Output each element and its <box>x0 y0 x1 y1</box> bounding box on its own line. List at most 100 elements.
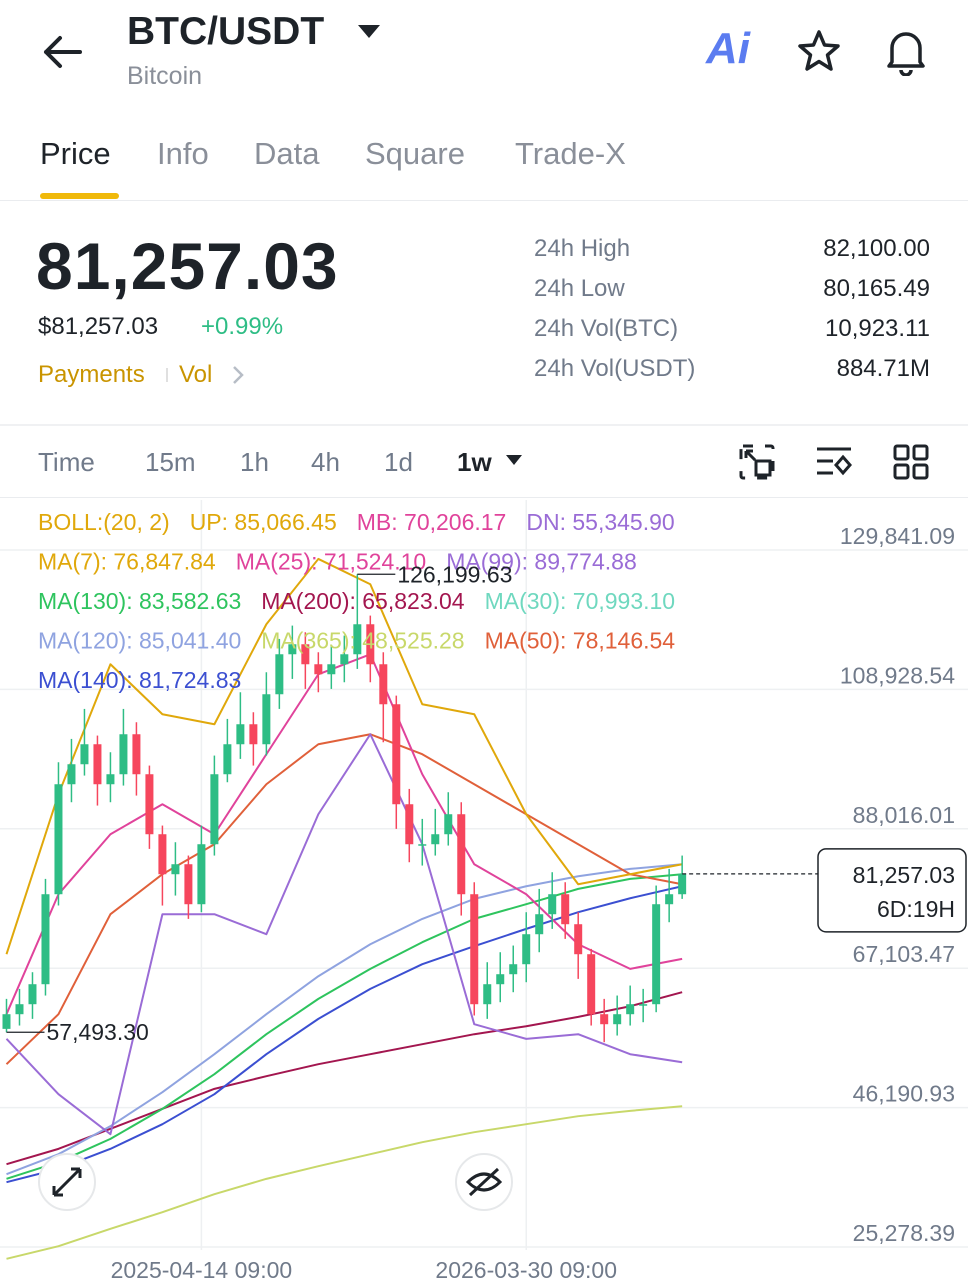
timeframe[interactable]: 1d <box>384 447 413 477</box>
indicator-label: MA(120): 85,041.40 <box>38 628 241 654</box>
indicator-line <box>6 873 683 1180</box>
candle-body <box>561 894 570 925</box>
indicator-label: MA(25): 71,524.10 <box>236 549 427 575</box>
candle-body <box>236 724 245 745</box>
indicator-label: MA(7): 76,847.84 <box>38 549 216 575</box>
tab[interactable]: Trade-X <box>515 136 626 171</box>
separator <box>166 368 168 382</box>
indicator-line <box>5 733 683 1136</box>
chevron <box>233 366 244 384</box>
tab[interactable]: Square <box>365 136 465 171</box>
chart: 129,841.09 108,928.54 88,016.01 67,103.47 46… <box>0 500 968 1280</box>
stat-value: 82,100.00 <box>823 235 930 262</box>
tab[interactable]: Info <box>157 136 209 171</box>
back-button[interactable] <box>38 28 86 76</box>
indicator-button[interactable] <box>814 443 854 481</box>
candle-body <box>457 814 466 895</box>
stat-value: 10,923.11 <box>825 315 930 342</box>
tab[interactable]: Data <box>254 136 320 171</box>
candle-body <box>223 744 232 775</box>
timeframe[interactable]: Time <box>38 447 95 477</box>
stat-value: 80,165.49 <box>823 275 930 302</box>
payments-link[interactable]: Payments <box>38 361 145 388</box>
stat-label: 24h High <box>534 235 631 262</box>
candle-body <box>184 864 193 905</box>
candle-body <box>314 664 323 675</box>
candle-body <box>496 974 505 985</box>
candle-body <box>54 784 63 895</box>
timeframe-dropdown[interactable] <box>504 452 524 468</box>
y-tick-label: 108,928.54 <box>840 662 955 688</box>
divider <box>0 497 968 498</box>
candle-body <box>249 724 258 745</box>
candle-body <box>262 694 271 745</box>
candle-body <box>67 764 76 785</box>
candle-body <box>158 834 167 875</box>
tab[interactable]: Price <box>40 136 111 171</box>
candle-body <box>600 1014 609 1025</box>
favorite-button[interactable] <box>795 28 843 76</box>
indicator-label: BOLL:(20, 2) <box>38 509 170 535</box>
candle-body <box>444 814 453 835</box>
indicator-line <box>6 885 683 1184</box>
candle-body <box>574 924 583 955</box>
candle-body <box>509 964 518 975</box>
price-change: +0.99% <box>201 313 284 340</box>
y-tick-label: 25,278.39 <box>853 1220 955 1246</box>
annotation-label: 126,199.63 <box>397 561 512 587</box>
pair-title[interactable]: BTC/USDT <box>127 10 325 53</box>
annotation-label: 57,493.30 <box>46 1019 148 1045</box>
alert-button[interactable] <box>882 26 930 76</box>
ai-button[interactable]: Ai <box>706 24 750 73</box>
hide-button[interactable] <box>455 1153 513 1211</box>
candle-body <box>470 894 479 1005</box>
candle-body <box>652 904 661 1005</box>
price-tag-label: 81,257.03 <box>853 862 955 888</box>
tab-indicator <box>40 193 119 199</box>
expand-button[interactable] <box>38 1153 96 1211</box>
x-tick-label: 2025-04-14 09:00 <box>111 1257 293 1280</box>
candle-body <box>145 774 154 835</box>
candle-body <box>2 1014 11 1029</box>
pair-subtitle: Bitcoin <box>127 62 203 90</box>
candle-body <box>587 954 596 1015</box>
candle-body <box>275 654 284 695</box>
stat-label: 24h Vol(BTC) <box>534 315 679 342</box>
layout-button[interactable] <box>892 443 930 481</box>
fullscreen-button[interactable] <box>738 443 776 481</box>
y-tick-label: 46,190.93 <box>853 1081 955 1107</box>
candle-body <box>301 644 310 665</box>
candle-body <box>548 894 557 915</box>
divider <box>0 424 968 426</box>
candle-body <box>171 864 180 875</box>
candle-body <box>288 644 297 655</box>
candle-body <box>522 934 531 965</box>
indicator-label: DN: 55,345.90 <box>526 509 674 535</box>
candle-body <box>431 834 440 845</box>
candle-body <box>535 914 544 935</box>
usd-price: $81,257.03 <box>38 313 159 340</box>
candle-body <box>340 654 349 665</box>
candle-body <box>379 664 388 705</box>
candle-body <box>93 744 102 785</box>
candle-body <box>41 894 50 985</box>
candle-body <box>132 734 141 775</box>
candle-body <box>327 664 336 675</box>
timeframe[interactable]: 4h <box>311 447 340 477</box>
candle-body <box>80 744 89 765</box>
last-price: 81,257.03 <box>36 229 339 303</box>
indicator-label: MA(140): 81,724.83 <box>38 667 241 693</box>
candle-body <box>665 894 674 905</box>
candle-body <box>197 844 206 905</box>
candle-body <box>483 984 492 1005</box>
candle-body <box>418 844 427 846</box>
timeframe[interactable]: 1w <box>457 447 492 477</box>
pair-dropdown[interactable] <box>356 22 382 42</box>
candle-body <box>28 984 37 1005</box>
timeframe[interactable]: 15m <box>145 447 196 477</box>
vol-link[interactable]: Vol <box>179 361 213 388</box>
timeframe[interactable]: 1h <box>240 447 269 477</box>
candle-body <box>210 774 219 845</box>
indicator-label: MB: 70,206.17 <box>357 509 507 535</box>
